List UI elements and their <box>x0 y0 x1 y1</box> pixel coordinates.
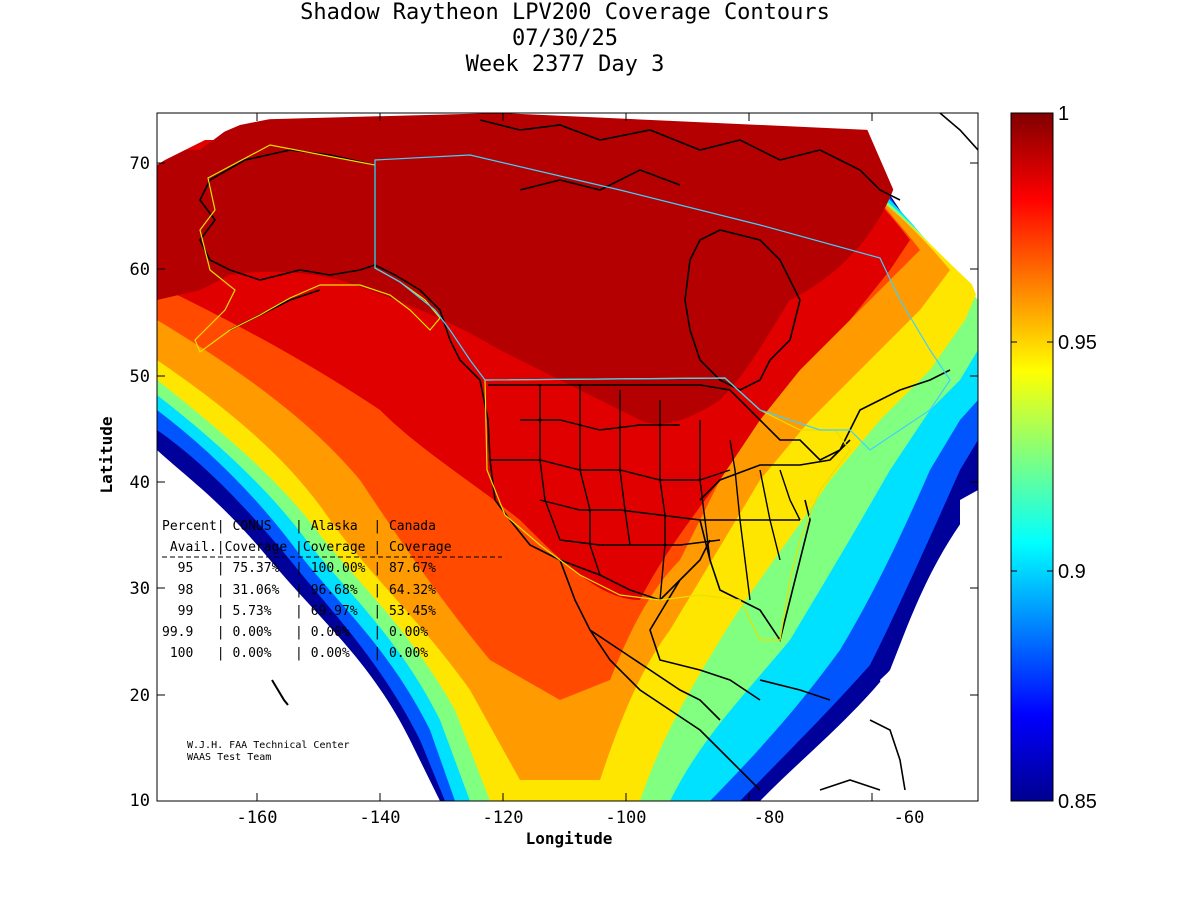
table-row: 100 | 0.00% | 0.00% | 0.00% <box>162 646 428 661</box>
table-row: 99.9 | 0.00% | 0.00% | 0.00% <box>162 625 428 640</box>
chart-week-day: Week 2377 Day 3 <box>465 52 665 77</box>
y-tick-label: 70 <box>130 154 150 174</box>
coverage-table: Percent| CONUS | Alaska | Canada Avail.|… <box>162 519 502 661</box>
colorbar-tick-label: 1 <box>1058 103 1069 125</box>
plot-frame <box>156 112 979 802</box>
table-row: 95 | 75.37% | 100.00% | 87.67% <box>162 561 436 576</box>
coverage-contours <box>157 113 978 801</box>
x-tick-label: -80 <box>754 808 785 828</box>
y-tick-label: 20 <box>130 686 150 706</box>
colorbar-ticks <box>1011 341 1053 572</box>
colorbar-tick-label: 0.85 <box>1058 791 1097 813</box>
y-axis <box>157 162 978 696</box>
x-tick-label: -120 <box>483 808 524 828</box>
y-tick-label: 60 <box>130 260 150 280</box>
x-axis-label: Longitude <box>526 829 613 848</box>
y-tick-label: 40 <box>130 473 150 493</box>
colorbar-tick-label: 0.95 <box>1058 332 1097 354</box>
colorbar-tick-label: 0.9 <box>1058 561 1086 583</box>
region-outlines <box>194 144 951 641</box>
y-tick-label: 50 <box>130 367 150 387</box>
table-row: 98 | 31.06% | 96.68% | 64.32% <box>162 583 436 598</box>
table-header: Avail.|Coverage |Coverage | Coverage <box>162 540 452 555</box>
x-tick-label: -160 <box>237 808 278 828</box>
x-tick-label: -100 <box>606 808 647 828</box>
coastlines <box>199 113 978 791</box>
y-tick-label: 10 <box>130 791 150 811</box>
x-axis <box>256 113 873 801</box>
colorbar <box>1010 112 1054 802</box>
credit-line: W.J.H. FAA Technical Center <box>187 740 350 751</box>
y-axis-label: Latitude <box>97 416 116 493</box>
table-row: 99 | 5.73% | 69.97% | 53.45% <box>162 604 436 619</box>
chart-title: Shadow Raytheon LPV200 Coverage Contours <box>300 0 830 25</box>
contour-band-1.00 <box>157 113 900 424</box>
x-tick-label: -60 <box>894 808 925 828</box>
x-tick-label: -140 <box>360 808 401 828</box>
y-tick-label: 30 <box>130 579 150 599</box>
state-borders <box>490 385 801 601</box>
table-header: Percent| CONUS | Alaska | Canada <box>162 519 436 534</box>
chart-date: 07/30/25 <box>512 26 618 51</box>
credit-line: WAAS Test Team <box>187 752 271 763</box>
